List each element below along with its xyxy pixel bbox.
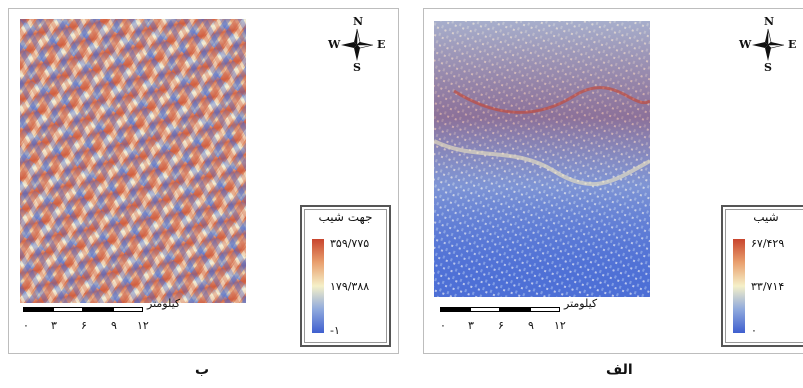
scale-tick: ۳: [468, 319, 474, 332]
scale-tick: ۹: [528, 319, 534, 332]
legend-min-value: ۰: [751, 324, 757, 337]
scale-tick: ۱۲: [554, 319, 566, 332]
map-panel-aspect: N S W E جهت شیب ۳۵۹/۷۷۵ ۱۷۹/۳۸۸ -۱ کیلوم…: [8, 8, 399, 354]
scale-tick: ۹: [111, 319, 117, 332]
compass-east-label: E: [788, 38, 797, 51]
scale-bar: کیلومتر ۰ ۳ ۶ ۹ ۱۲: [434, 297, 624, 333]
panel-caption-b: ب: [195, 362, 210, 378]
compass-rose-icon: [752, 28, 785, 61]
scale-tick: ۱۲: [137, 319, 149, 332]
compass-east-label: E: [377, 38, 386, 51]
legend-mid-value: ۱۷۹/۳۸۸: [330, 280, 370, 293]
legend-mid-value: ۳۳/۷۱۴: [751, 280, 785, 293]
compass-south-label: S: [764, 61, 772, 74]
north-arrow-compass: N S W E: [738, 15, 798, 75]
scale-unit: کیلومتر: [564, 297, 598, 310]
scale-tick: ۳: [51, 319, 57, 332]
scale-tick: ۰: [440, 319, 446, 332]
legend-min-value: -۱: [330, 324, 340, 337]
legend-max-value: ۳۵۹/۷۷۵: [330, 237, 370, 250]
legend-title: جهت شیب: [318, 210, 373, 224]
compass-west-label: W: [739, 38, 752, 51]
legend-title: شیب: [753, 210, 779, 224]
panel-caption-a: الف: [606, 362, 633, 378]
scale-tick: ۰: [23, 319, 29, 332]
aspect-map-raster: [20, 19, 246, 303]
map-panel-slope: N S W E شیب ۶۷/۴۲۹ ۳۳/۷۱۴ ۰ کیلومتر ۰ ۳ …: [423, 8, 803, 354]
legend-color-ramp: [733, 239, 745, 333]
scale-bar: کیلومتر ۰ ۳ ۶ ۹ ۱۲: [19, 297, 204, 333]
scale-tick: ۶: [498, 319, 504, 332]
compass-rose-icon: [341, 28, 374, 61]
legend-color-ramp: [312, 239, 324, 333]
compass-north-label: N: [764, 15, 775, 28]
slope-map-raster: [434, 21, 650, 297]
legend-slope: شیب ۶۷/۴۲۹ ۳۳/۷۱۴ ۰: [721, 205, 803, 347]
compass-west-label: W: [328, 38, 341, 51]
legend-max-value: ۶۷/۴۲۹: [751, 237, 785, 250]
north-arrow-compass: N S W E: [327, 15, 387, 75]
scale-tick: ۶: [81, 319, 87, 332]
legend-aspect: جهت شیب ۳۵۹/۷۷۵ ۱۷۹/۳۸۸ -۱: [300, 205, 391, 347]
compass-north-label: N: [353, 15, 364, 28]
compass-south-label: S: [353, 61, 361, 74]
scale-unit: کیلومتر: [147, 297, 181, 310]
